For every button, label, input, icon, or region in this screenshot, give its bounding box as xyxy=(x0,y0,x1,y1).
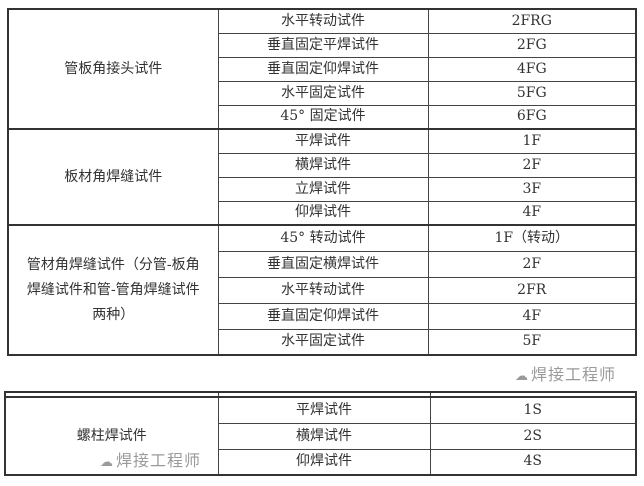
welding-specimen-table: 管板角接头试件 水平转动试件 2FRG 垂直固定平焊试件 2FG 垂直固定仰焊试… xyxy=(7,8,637,356)
code-cell: 4F xyxy=(427,302,637,330)
item-cell: 平焊试件 xyxy=(217,396,431,424)
code-cell: 1S xyxy=(429,396,637,424)
code-cell: 3F xyxy=(427,176,637,202)
table-row: 水平转动试件 2FR xyxy=(8,276,637,304)
item-cell: 横焊试件 xyxy=(217,152,429,178)
wechat-icon: ☁ xyxy=(100,455,114,470)
item-cell: 水平转动试件 xyxy=(217,8,429,34)
code-cell: 1F（转动） xyxy=(427,224,637,252)
table-row: 垂直固定横焊试件 2F xyxy=(8,250,637,278)
item-cell: 45° 转动试件 xyxy=(217,224,429,252)
watermark: ☁ 焊接工程师 xyxy=(100,451,202,471)
table-row: 板材角焊缝试件 平焊试件 1F xyxy=(7,128,637,226)
code-cell: 6FG xyxy=(427,104,637,130)
item-cell: 垂直固定仰焊试件 xyxy=(217,56,429,82)
table-row: 水平固定试件 5FG xyxy=(8,80,637,106)
table-row: 45° 固定试件 6FG xyxy=(8,104,637,130)
table-row: 横焊试件 2S xyxy=(5,422,637,450)
code-cell: 2S xyxy=(429,422,637,450)
item-cell: 45° 固定试件 xyxy=(217,104,429,130)
code-cell: 1F xyxy=(427,128,637,154)
item-cell: 立焊试件 xyxy=(217,176,429,202)
item-cell: 仰焊试件 xyxy=(217,200,429,226)
item-cell: 水平固定试件 xyxy=(217,328,429,356)
item-cell: 垂直固定横焊试件 xyxy=(217,250,429,278)
code-cell: 4S xyxy=(429,448,637,476)
code-cell: 2FRG xyxy=(427,8,637,34)
table-row: 仰焊试件 4S xyxy=(5,448,637,476)
category-cell: 螺柱焊试件 xyxy=(4,396,219,476)
wechat-icon: ☁ xyxy=(515,369,529,384)
table-row: 仰焊试件 4F xyxy=(8,200,637,226)
code-cell: 5FG xyxy=(427,80,637,106)
item-cell: 水平固定试件 xyxy=(217,80,429,106)
code-cell: 2F xyxy=(427,250,637,278)
table-row: 垂直固定平焊试件 2FG xyxy=(8,32,637,58)
item-cell: 垂直固定仰焊试件 xyxy=(217,302,429,330)
table-row-partial xyxy=(4,391,637,398)
category-cell: 管材角焊缝试件（分管-板角焊缝试件和管-管角焊缝试件两种） xyxy=(7,224,219,356)
table-row: 垂直固定仰焊试件 4FG xyxy=(8,56,637,82)
code-cell: 4F xyxy=(427,200,637,226)
item-cell: 平焊试件 xyxy=(217,128,429,154)
table-row: 立焊试件 3F xyxy=(8,176,637,202)
code-cell: 2FR xyxy=(427,276,637,304)
table-row: 水平固定试件 5F xyxy=(8,328,637,356)
category-cell: 板材角焊缝试件 xyxy=(7,128,219,226)
code-cell: 4FG xyxy=(427,56,637,82)
watermark: ☁ 焊接工程师 xyxy=(515,365,617,385)
item-cell: 水平转动试件 xyxy=(217,276,429,304)
code-cell: 2F xyxy=(427,152,637,178)
code-cell: 2FG xyxy=(427,32,637,58)
table-row: 横焊试件 2F xyxy=(8,152,637,178)
item-cell: 仰焊试件 xyxy=(217,448,431,476)
code-cell: 5F xyxy=(427,328,637,356)
stud-welding-table: 螺柱焊试件 平焊试件 1S 横焊试件 2S 仰焊试件 4S xyxy=(4,391,637,476)
table-row: 管材角焊缝试件（分管-板角焊缝试件和管-管角焊缝试件两种） 45° 转动试件 1… xyxy=(7,224,637,356)
item-cell: 垂直固定平焊试件 xyxy=(217,32,429,58)
item-cell: 横焊试件 xyxy=(217,422,431,450)
category-cell: 管板角接头试件 xyxy=(7,8,219,130)
table-row: 螺柱焊试件 平焊试件 1S xyxy=(4,396,637,476)
table-row: 垂直固定仰焊试件 4F xyxy=(8,302,637,330)
table-row: 管板角接头试件 水平转动试件 2FRG xyxy=(7,8,637,130)
